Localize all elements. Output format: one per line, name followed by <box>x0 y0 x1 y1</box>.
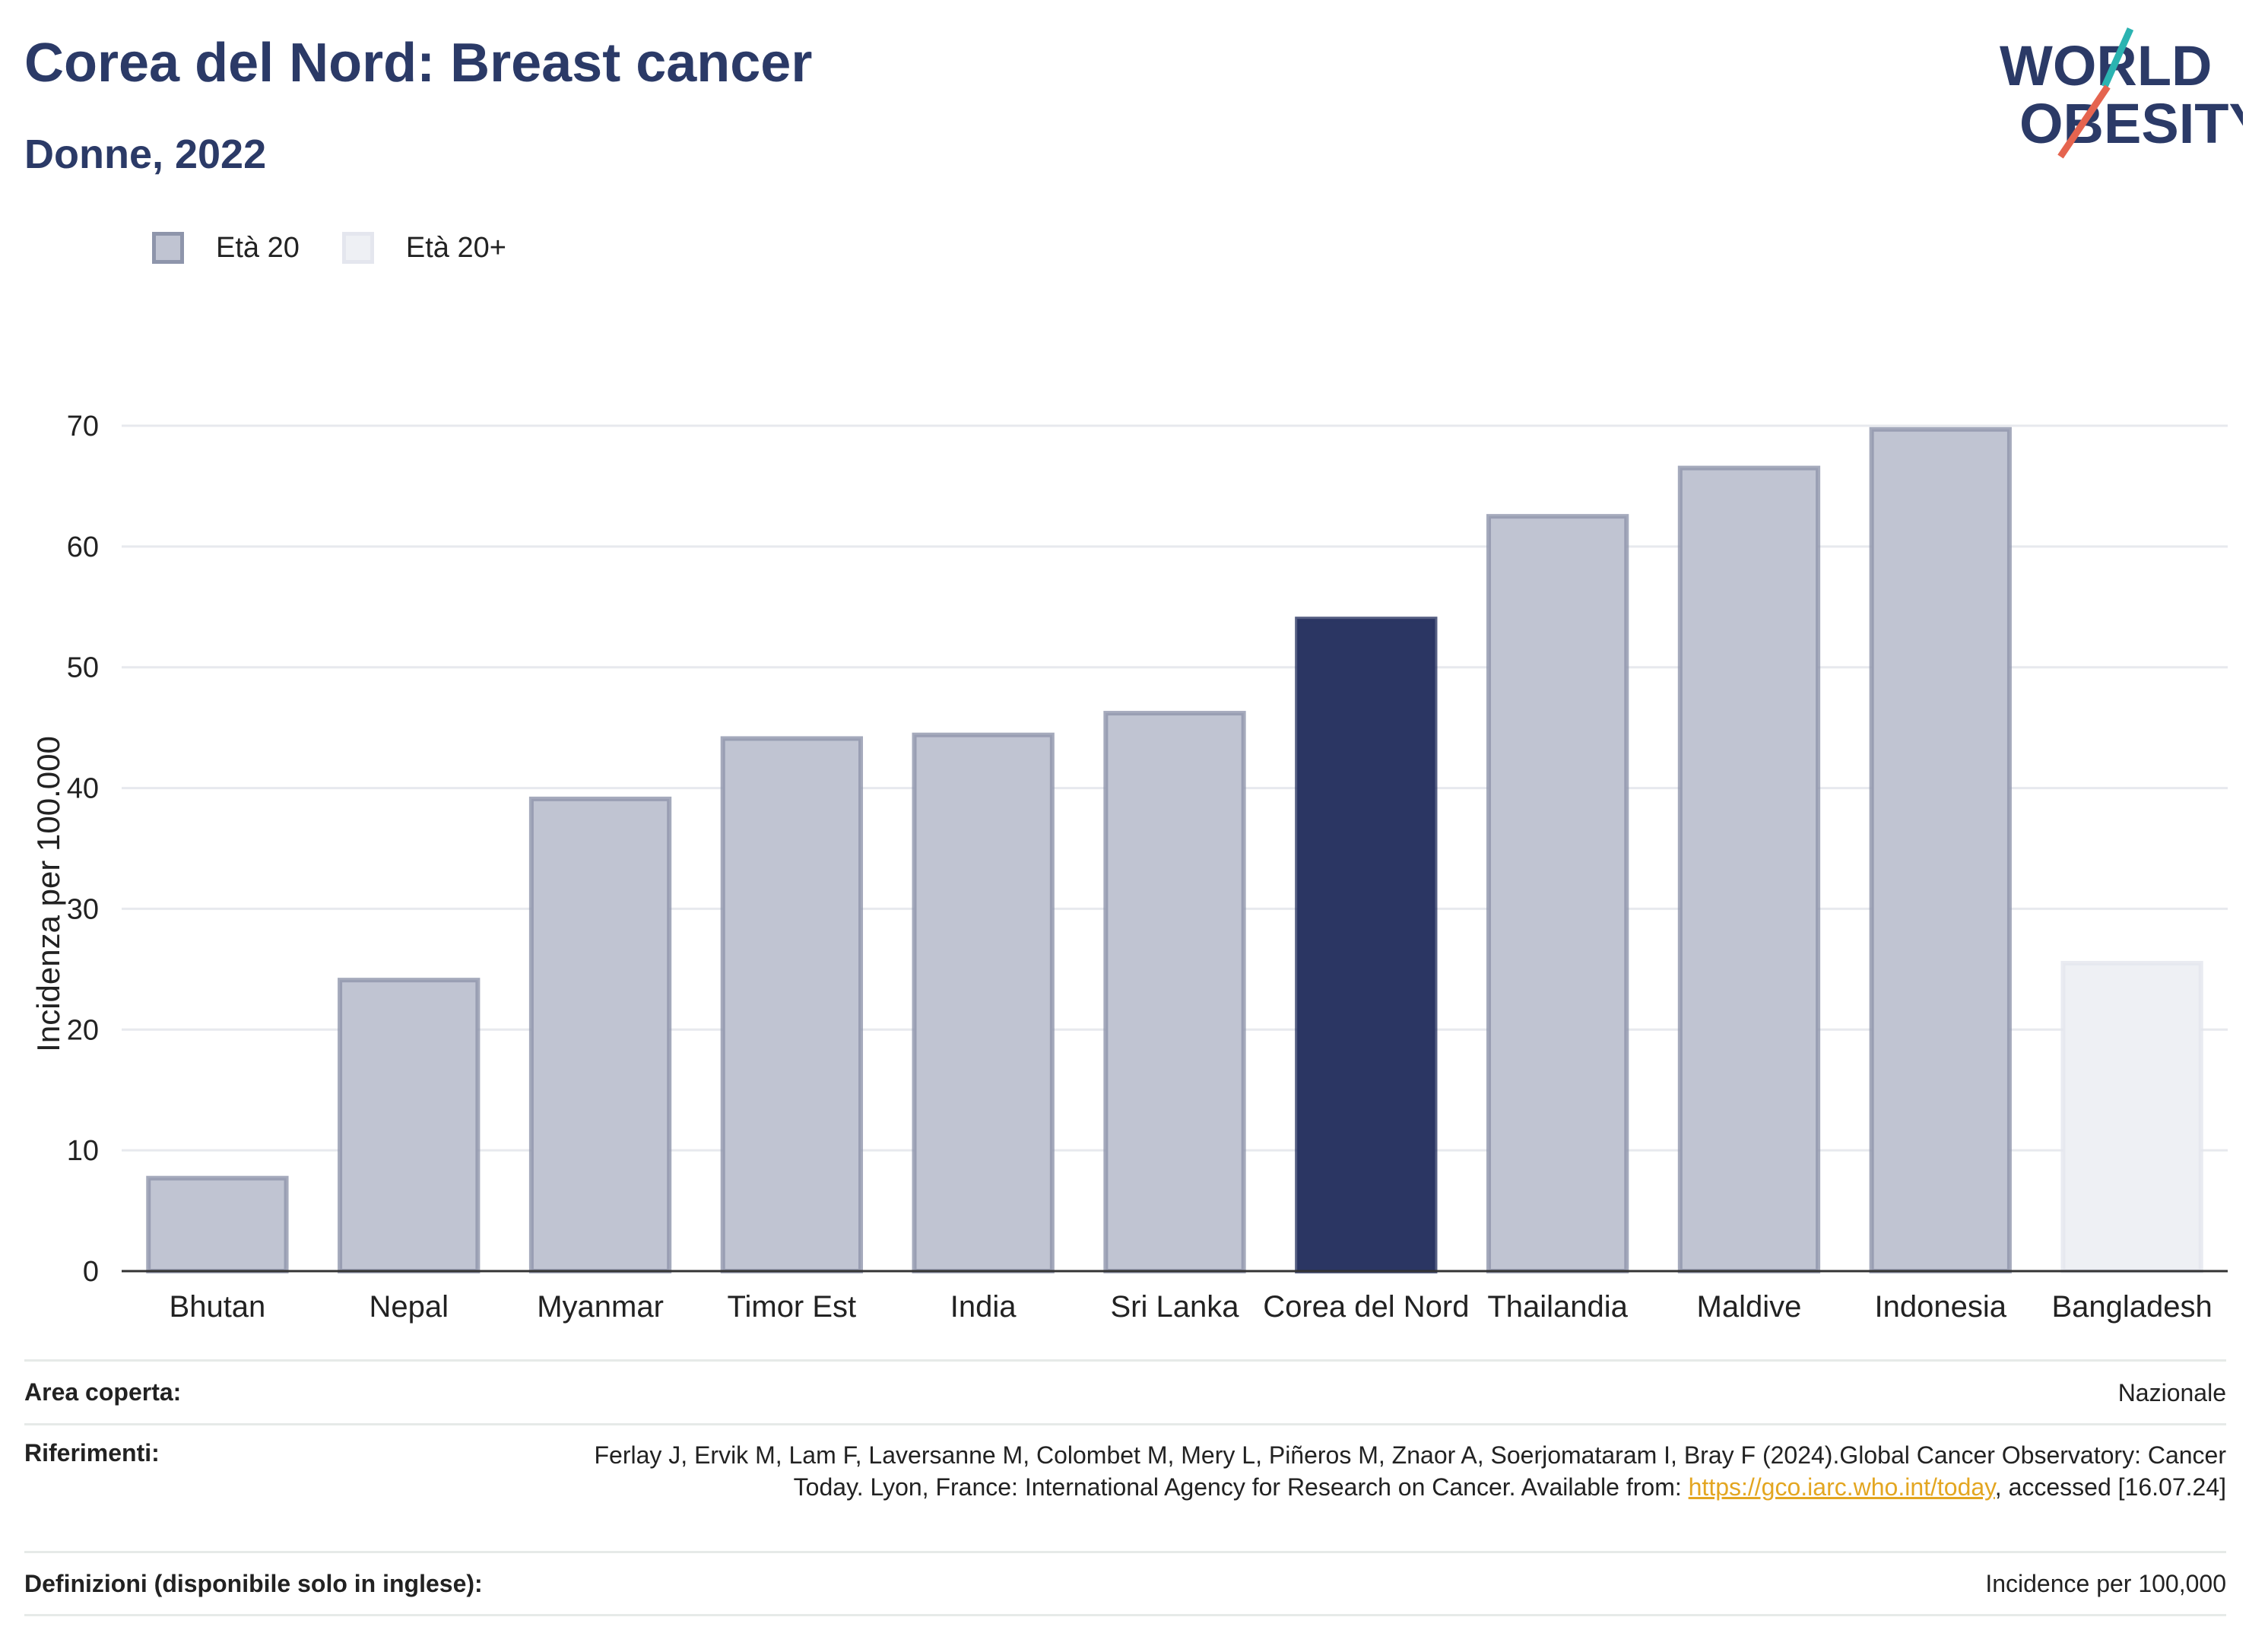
footer-label-definitions: Definizioni (disponibile solo in inglese… <box>24 1569 483 1597</box>
legend-label-age20: Età 20 <box>216 231 300 264</box>
y-tick-label: 30 <box>67 893 99 925</box>
y-tick-label: 60 <box>67 531 99 563</box>
bar-nepal[interactable] <box>338 978 481 1273</box>
legend-item-age20[interactable]: Età 20 <box>152 232 300 265</box>
x-tick-label-corea-del-nord: Corea del Nord <box>1263 1290 1469 1324</box>
footer-row-references: Riferimenti: Ferlay J, Ervik M, Lam F, L… <box>24 1423 2226 1551</box>
y-tick-label: 0 <box>83 1256 99 1288</box>
bars <box>146 426 2203 1274</box>
bar-maldive[interactable] <box>1677 465 1821 1273</box>
logo-slash-coral <box>2057 84 2111 159</box>
bar-myanmar[interactable] <box>528 796 672 1273</box>
legend-item-age20plus[interactable]: Età 20+ <box>341 231 506 265</box>
logo-line2: OBESITY <box>2019 92 2243 155</box>
x-tick-label-thailandia: Thailandia <box>1487 1290 1628 1324</box>
bar-timor-est[interactable] <box>720 736 864 1273</box>
x-tick-label-maldive: Maldive <box>1697 1290 1802 1324</box>
reference-text: Ferlay J, Ervik M, Lam F, Laversanne M, … <box>594 1441 2226 1501</box>
footer-row-area: Area coperta: Nazionale <box>24 1359 2226 1423</box>
x-tick-label-sri-lanka: Sri Lanka <box>1111 1290 1240 1324</box>
chart-legend: Età 20 Età 20+ <box>152 227 549 269</box>
reference-accessed: , accessed [16.07.24] <box>1994 1473 2226 1501</box>
y-tick-label: 40 <box>67 773 99 805</box>
bar-bangladesh[interactable] <box>2060 960 2203 1274</box>
y-tick-label: 20 <box>67 1014 99 1046</box>
bar-corea-del-nord[interactable] <box>1295 617 1438 1273</box>
x-tick-label-india: India <box>950 1290 1017 1324</box>
y-tick-label: 70 <box>67 411 99 442</box>
y-tick-label: 10 <box>67 1135 99 1167</box>
chart-footer: Area coperta: Nazionale Riferimenti: Fer… <box>24 1359 2226 1616</box>
footer-value-area: Nazionale <box>2117 1378 2226 1406</box>
page-title: Corea del Nord: Breast cancer <box>24 33 813 94</box>
y-axis-title: Incidenza per 100.000 <box>30 736 66 1052</box>
bar-india[interactable] <box>912 732 1055 1273</box>
footer-value-definitions: Incidence per 100,000 <box>1985 1570 2226 1597</box>
legend-swatch-age20plus <box>341 232 374 264</box>
footer-label-area: Area coperta: <box>24 1378 182 1406</box>
x-tick-label-nepal: Nepal <box>369 1290 449 1324</box>
footer-row-definitions: Definizioni (disponibile solo in inglese… <box>24 1551 2226 1616</box>
legend-swatch-age20 <box>152 232 184 264</box>
page-subtitle: Donne, 2022 <box>24 132 267 177</box>
axes: 0 10 20 30 40 50 60 70 Bhutan Nepal Myanmar Timor E… <box>30 411 2228 1324</box>
logo-slash-teal <box>2101 27 2134 88</box>
world-obesity-logo: WORLD OBESITY <box>2000 27 2243 159</box>
bar-chart: 0 10 20 30 40 50 60 70 Bhutan Nepal Myanmar Timor E… <box>30 411 2228 1324</box>
x-tick-label-indonesia: Indonesia <box>1875 1290 2007 1324</box>
bar-sri-lanka[interactable] <box>1103 711 1246 1273</box>
y-tick-label: 50 <box>67 652 99 684</box>
x-tick-label-timor-est: Timor Est <box>728 1290 857 1324</box>
x-tick-label-bhutan: Bhutan <box>170 1290 266 1324</box>
legend-label-age20plus: Età 20+ <box>405 231 506 264</box>
footer-value-references: Ferlay J, Ervik M, Lam F, Laversanne M, … <box>569 1439 2226 1551</box>
x-tick-label-bangladesh: Bangladesh <box>2051 1290 2212 1324</box>
bar-bhutan[interactable] <box>146 1175 289 1274</box>
bar-thailandia[interactable] <box>1486 514 1629 1273</box>
x-tick-label-myanmar: Myanmar <box>537 1290 664 1324</box>
bar-indonesia[interactable] <box>1869 426 2012 1273</box>
footer-label-references: Riferimenti: <box>24 1439 160 1467</box>
reference-link[interactable]: https://gco.iarc.who.int/today <box>1688 1473 1995 1501</box>
